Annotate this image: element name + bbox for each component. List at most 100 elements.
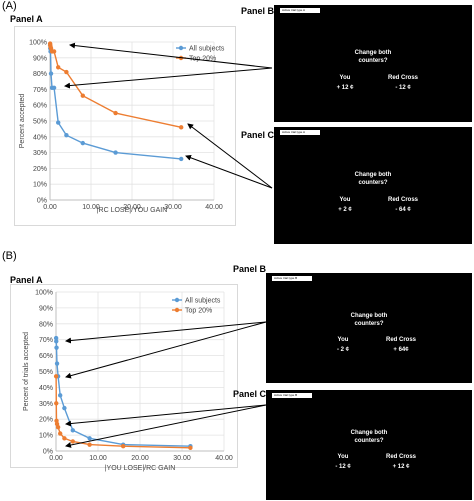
data-point [58, 393, 63, 398]
screen-tab: Active trial type A [280, 130, 320, 135]
legend-label: Top 20% [185, 308, 212, 315]
y-tick-label: 30% [33, 150, 47, 157]
y-tick-label: 80% [39, 321, 53, 328]
legend-label: All subjects [185, 298, 221, 305]
data-point [51, 85, 57, 91]
data-point [64, 133, 69, 138]
x-tick-label: 30.00 [164, 204, 182, 211]
arrow-b-c-2 [65, 404, 267, 448]
data-point [54, 361, 60, 366]
screen-question-line2: counters? [358, 180, 388, 186]
legend-label: Top 20% [189, 56, 216, 63]
x-tick-label: 10.00 [89, 455, 107, 462]
screen-right-value: + 64¢ [393, 347, 409, 353]
section-b-screen-b: Active trial type B Change both counters… [266, 273, 472, 383]
data-point [58, 431, 63, 436]
screen-tab: Active trial type B [272, 393, 312, 398]
legend-label: All subjects [189, 46, 225, 53]
section-a-panel-c-label: Panel C [241, 130, 275, 140]
screen-right-name: Red Cross [387, 75, 418, 81]
data-point [54, 345, 59, 350]
section-a-label: (A) [2, 0, 17, 12]
data-point [53, 335, 59, 341]
data-point [179, 125, 184, 130]
y-tick-label: 40% [39, 385, 53, 392]
data-point [55, 424, 61, 430]
data-point [179, 156, 184, 162]
y-tick-label: 20% [33, 166, 47, 173]
legend-swatch-marker [174, 297, 180, 303]
screen-question-line2: counters? [354, 321, 384, 327]
x-tick-label: 20.00 [123, 204, 141, 211]
legend-swatch-marker [178, 45, 184, 51]
y-tick-label: 20% [39, 417, 53, 424]
data-point [87, 442, 92, 447]
y-tick-label: 10% [39, 433, 53, 440]
x-tick-label: 20.00 [131, 455, 149, 462]
data-point [51, 49, 57, 54]
y-axis-label: Percent accepted [19, 94, 26, 149]
data-point [87, 436, 92, 441]
y-tick-label: 100% [29, 40, 47, 47]
y-tick-label: 90% [33, 55, 47, 62]
y-tick-label: 100% [35, 290, 53, 297]
x-tick-label: 10.00 [82, 204, 100, 211]
arrow-b-c-1 [65, 404, 267, 427]
screen-left-name: You [339, 197, 351, 203]
section-b-label: (B) [2, 250, 17, 262]
data-point [70, 439, 76, 444]
screen-question-line2: counters? [354, 438, 384, 444]
screen-right-value: - 12 ¢ [395, 85, 411, 91]
section-a-panel-b-label: Panel B [241, 6, 275, 16]
data-point [121, 444, 126, 449]
y-tick-label: 10% [33, 182, 47, 189]
data-point [56, 120, 61, 125]
screen-left-value: + 12 ¢ [336, 85, 354, 91]
section-a-screen-b: Active trial type A Change both counters… [274, 5, 472, 122]
screen-right-value: - 64 ¢ [395, 207, 411, 213]
data-point [56, 65, 61, 70]
screen-right-name: Red Cross [385, 337, 416, 343]
data-point [62, 405, 67, 411]
screen-left-value: - 12 ¢ [335, 464, 351, 470]
section-b-panel-a-label: Panel A [10, 275, 43, 285]
x-tick-label: 30.00 [173, 455, 191, 462]
arrow-b-b-2 [65, 321, 267, 379]
y-tick-label: 70% [33, 87, 47, 94]
arrow-a-c-1 [187, 123, 273, 189]
arrow-a-b-2 [64, 67, 273, 89]
data-point [54, 401, 59, 406]
data-point [80, 140, 86, 146]
y-tick-label: 0% [37, 198, 47, 205]
y-tick-label: 80% [33, 71, 47, 78]
x-tick-label: 0.00 [43, 204, 57, 211]
screen-right-value: + 12 ¢ [392, 464, 410, 470]
data-point [53, 374, 59, 379]
x-tick-label: 40.00 [215, 455, 233, 462]
data-point [48, 71, 54, 76]
screen-left-value: + 2 ¢ [338, 207, 352, 213]
y-tick-label: 40% [33, 134, 47, 141]
data-point [62, 436, 67, 441]
screen-left-name: You [339, 75, 351, 81]
data-point [188, 445, 193, 451]
screen-question-line1: Change both [354, 50, 392, 56]
legend-swatch-marker [174, 307, 180, 313]
arrow-a-b-1 [69, 42, 273, 69]
screen-left-name: You [337, 454, 349, 460]
y-tick-label: 50% [33, 119, 47, 126]
y-tick-label: 0% [43, 449, 53, 456]
y-tick-label: 30% [39, 401, 53, 408]
y-tick-label: 60% [39, 353, 53, 360]
screen-right-name: Red Cross [385, 454, 416, 460]
x-axis-label: |YOU LOSE|/RC GAIN [105, 465, 176, 472]
screen-question-line1: Change both [350, 313, 388, 319]
y-axis-label: Percent of trials accepted [23, 332, 30, 411]
section-a-screen-c: Active trial type A Change both counters… [274, 127, 472, 244]
screen-tab: Active trial type B [272, 276, 312, 281]
data-point [113, 150, 118, 155]
y-tick-label: 90% [39, 305, 53, 312]
x-tick-label: 0.00 [49, 455, 63, 462]
